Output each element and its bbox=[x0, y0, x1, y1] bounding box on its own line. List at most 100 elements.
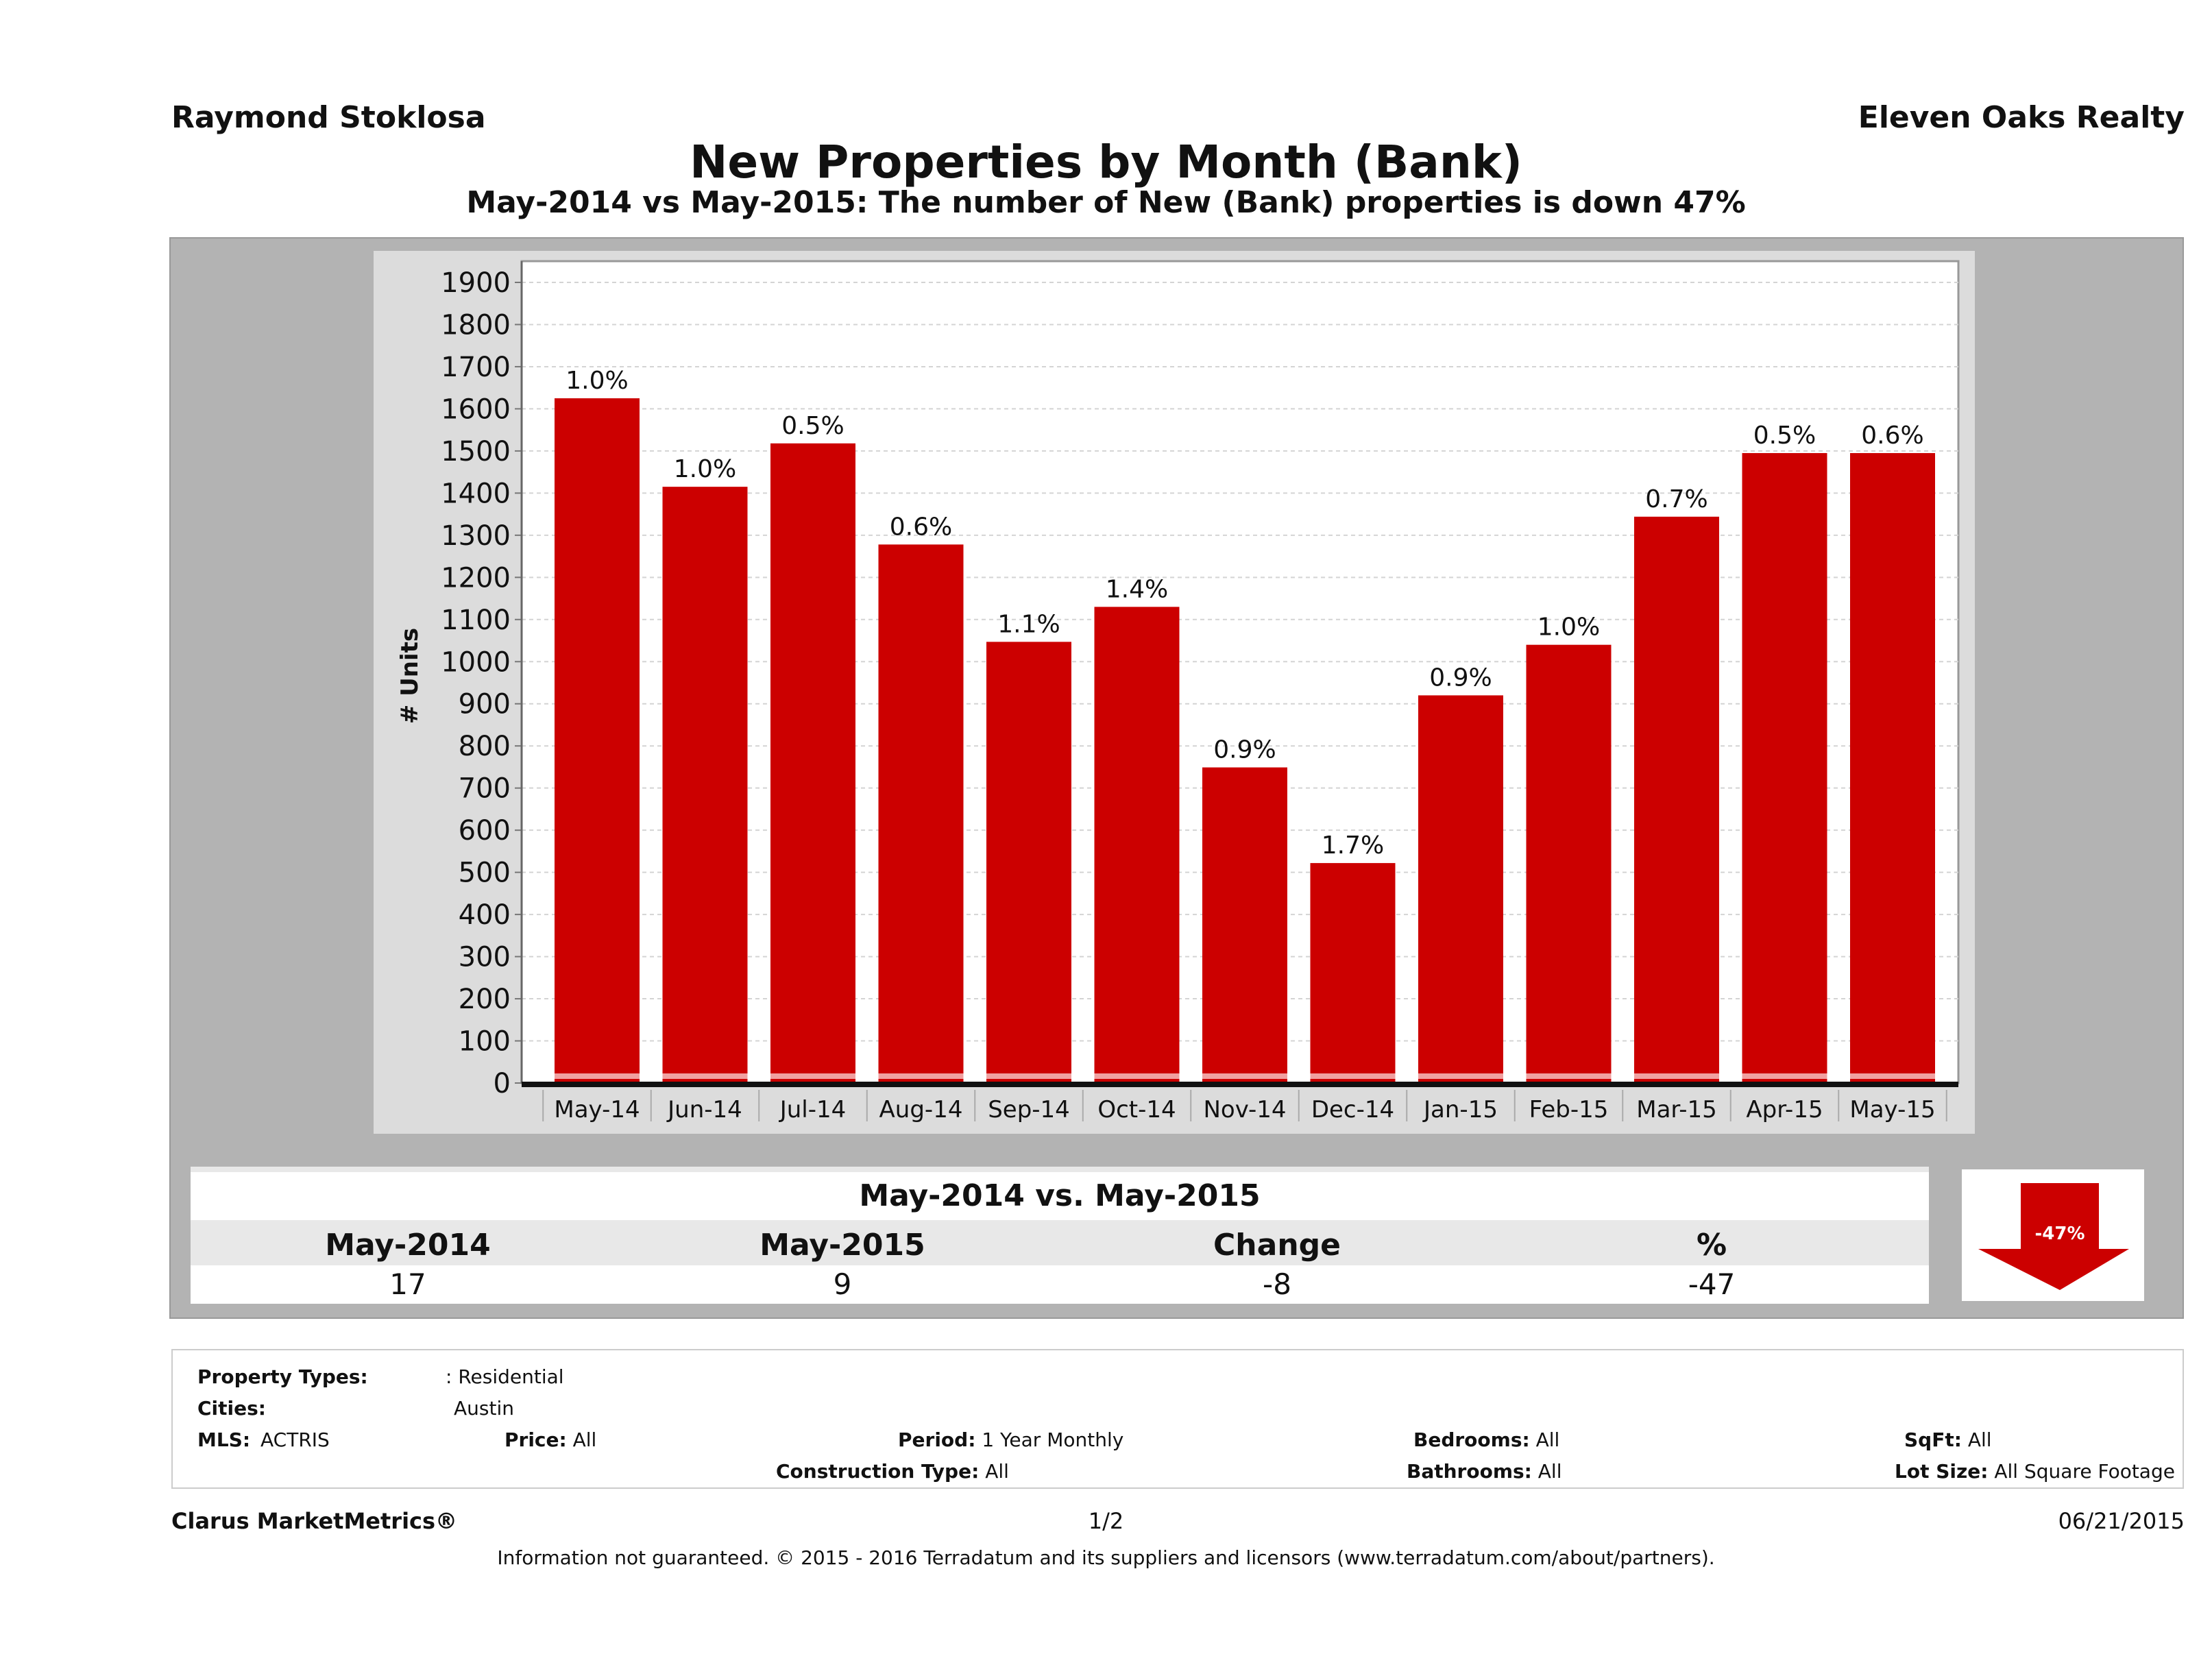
y-tick-label: 200 bbox=[459, 984, 511, 1015]
bar-base-stripe bbox=[555, 1073, 640, 1079]
bathrooms-label: Bathrooms: bbox=[1407, 1460, 1532, 1483]
bar bbox=[1418, 695, 1503, 1083]
data-label: 1.0% bbox=[674, 455, 736, 483]
report-title: New Properties by Month (Bank) bbox=[690, 136, 1522, 189]
period-value: 1 Year Monthly bbox=[982, 1428, 1124, 1451]
bar bbox=[1742, 452, 1827, 1083]
x-tick-label: May-14 bbox=[554, 1096, 640, 1123]
change-indicator: -47% bbox=[1962, 1169, 2144, 1301]
bar-base-stripe bbox=[1850, 1073, 1935, 1079]
y-tick-label: 1100 bbox=[441, 605, 511, 636]
y-tick-label: 400 bbox=[459, 899, 511, 931]
bar-base-stripe bbox=[1742, 1073, 1827, 1079]
x-tick-label: Jun-14 bbox=[666, 1096, 742, 1123]
data-label: 0.9% bbox=[1429, 664, 1492, 692]
down-arrow-icon: -47% bbox=[1978, 1183, 2129, 1290]
brand-name: Clarus MarketMetrics® bbox=[171, 1508, 458, 1534]
x-tick-label: Sep-14 bbox=[988, 1096, 1070, 1123]
sqft-label: SqFt: bbox=[1904, 1428, 1962, 1451]
data-label: 0.5% bbox=[1753, 422, 1816, 450]
mls-label: MLS: bbox=[197, 1428, 251, 1451]
y-tick-label: 1900 bbox=[441, 267, 511, 299]
arrow-percent-label: -47% bbox=[2034, 1224, 2085, 1244]
data-label: 1.4% bbox=[1106, 575, 1168, 603]
y-tick-label: 1800 bbox=[441, 309, 511, 341]
bar-base-stripe bbox=[878, 1073, 964, 1079]
page-number: 1/2 bbox=[1088, 1508, 1124, 1534]
sqft-value: All bbox=[1967, 1428, 1992, 1451]
agent-name: Raymond Stoklosa bbox=[171, 100, 486, 135]
bar-base-stripe bbox=[986, 1073, 1071, 1079]
mls-value: ACTRIS bbox=[260, 1428, 330, 1451]
bar-chart: 1.0% 1.0% 0.5% 0.6% 1.1% 1.4% 0.9% 1.7% 0.9% 1.0%… bbox=[396, 260, 1960, 1123]
column-header: % bbox=[1696, 1228, 1727, 1263]
bar bbox=[1850, 452, 1935, 1083]
bar bbox=[770, 443, 855, 1083]
price-value: All bbox=[572, 1428, 597, 1451]
x-tick-label: Nov-14 bbox=[1204, 1096, 1287, 1123]
value-change: -8 bbox=[1263, 1267, 1291, 1301]
bar bbox=[1310, 863, 1396, 1083]
x-tick-label: Jan-15 bbox=[1422, 1096, 1498, 1123]
data-label: 0.5% bbox=[781, 412, 844, 440]
bar-base-stripe bbox=[770, 1073, 855, 1079]
y-tick-label: 1400 bbox=[441, 478, 511, 509]
bar bbox=[1634, 516, 1719, 1083]
x-tick-label: Jul-14 bbox=[779, 1096, 847, 1123]
company-name: Eleven Oaks Realty bbox=[1858, 100, 2185, 135]
bar bbox=[878, 544, 964, 1083]
column-header: May-2015 bbox=[759, 1228, 925, 1263]
bar bbox=[555, 398, 640, 1083]
bar-base-stripe bbox=[1094, 1073, 1180, 1079]
data-label: 0.6% bbox=[890, 513, 952, 541]
data-label: 1.7% bbox=[1322, 831, 1384, 860]
data-label: 0.6% bbox=[1861, 422, 1923, 450]
bedrooms-label: Bedrooms: bbox=[1413, 1428, 1530, 1451]
bar bbox=[1094, 607, 1180, 1083]
lot-size-label: Lot Size: bbox=[1895, 1460, 1989, 1483]
bar-base-stripe bbox=[1310, 1073, 1396, 1079]
y-tick-label: 1200 bbox=[441, 562, 511, 594]
lot-size-value: All Square Footage bbox=[1994, 1460, 2175, 1483]
disclaimer: Information not guaranteed. © 2015 - 201… bbox=[497, 1546, 1715, 1569]
bar-base-stripe bbox=[1526, 1073, 1612, 1079]
value-may-2015: 9 bbox=[833, 1267, 852, 1301]
y-tick-label: 500 bbox=[459, 858, 511, 889]
bar bbox=[986, 642, 1071, 1083]
x-tick-label: Aug-14 bbox=[879, 1096, 963, 1123]
bedrooms-value: All bbox=[1535, 1428, 1560, 1451]
data-label: 1.0% bbox=[1538, 613, 1600, 642]
column-header: Change bbox=[1213, 1228, 1341, 1263]
property-types-label: Property Types: bbox=[197, 1365, 368, 1388]
bar-base-stripe bbox=[1418, 1073, 1503, 1079]
y-tick-label: 100 bbox=[459, 1026, 511, 1058]
search-criteria: Property Types: : Residential Cities: Au… bbox=[171, 1349, 2184, 1489]
price-label: Price: bbox=[505, 1428, 567, 1451]
y-tick-label: 1600 bbox=[441, 393, 511, 425]
bar bbox=[662, 487, 748, 1083]
value-row bbox=[191, 1265, 1929, 1304]
y-tick-label: 700 bbox=[459, 773, 511, 805]
value-may-2014: 17 bbox=[389, 1267, 426, 1301]
x-tick-label: Apr-15 bbox=[1746, 1096, 1823, 1123]
bar-base-stripe bbox=[1202, 1073, 1287, 1079]
y-tick-label: 1000 bbox=[441, 646, 511, 678]
bar-base-stripe bbox=[662, 1073, 748, 1079]
y-tick-label: 600 bbox=[459, 815, 511, 847]
y-tick-label: 1500 bbox=[441, 436, 511, 467]
y-tick-label: 800 bbox=[459, 731, 511, 762]
y-axis-label: # Units bbox=[396, 628, 424, 724]
report-subtitle: May-2014 vs May-2015: The number of New … bbox=[466, 185, 1746, 220]
y-tick-label: 300 bbox=[459, 942, 511, 973]
report-date: 06/21/2015 bbox=[2058, 1508, 2185, 1534]
data-label: 0.9% bbox=[1213, 736, 1276, 764]
y-tick-label: 900 bbox=[459, 689, 511, 720]
x-tick-label: Mar-15 bbox=[1636, 1096, 1717, 1123]
data-label: 0.7% bbox=[1645, 485, 1707, 513]
property-types-value: : Residential bbox=[446, 1365, 564, 1388]
x-tick-label: Feb-15 bbox=[1529, 1096, 1609, 1123]
construction-type-label: Construction Type: bbox=[776, 1460, 980, 1483]
bathrooms-value: All bbox=[1538, 1460, 1562, 1483]
x-tick-label: Dec-14 bbox=[1311, 1096, 1394, 1123]
value-percent: -47 bbox=[1688, 1267, 1736, 1301]
